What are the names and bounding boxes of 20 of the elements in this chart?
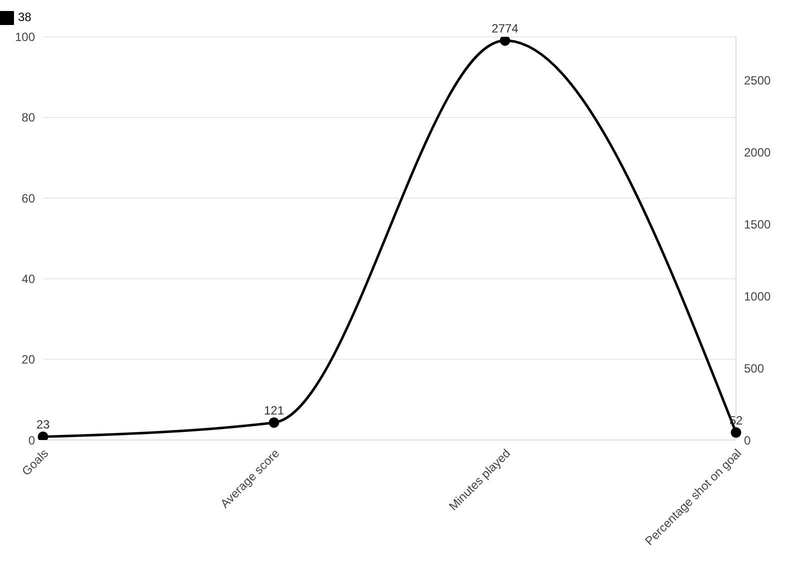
y2-tick-label: 500 (744, 361, 764, 376)
y-tick-label: 40 (22, 272, 36, 286)
y2-tick-label: 1000 (744, 289, 772, 304)
y-tick-label: 100 (14, 30, 36, 44)
legend-label: 38 (18, 10, 32, 24)
point (38, 431, 48, 440)
y-tick-label: 20 (22, 352, 36, 367)
point (730, 427, 742, 438)
y-tick-label: 60 (22, 191, 36, 206)
point (500, 36, 510, 46)
y-tick-label: 0 (28, 433, 36, 448)
data-label: 2774 (492, 22, 519, 36)
y2-tick-label: 2500 (744, 73, 772, 88)
y-tick-label: 80 (22, 110, 36, 125)
point (268, 417, 280, 428)
data-label: 23 (36, 418, 50, 432)
data-label: 121 (264, 404, 284, 418)
y2-tick-label: 0 (744, 433, 751, 448)
y2-tick-label: 1500 (744, 217, 772, 232)
y2-tick-label: 2000 (744, 145, 772, 160)
